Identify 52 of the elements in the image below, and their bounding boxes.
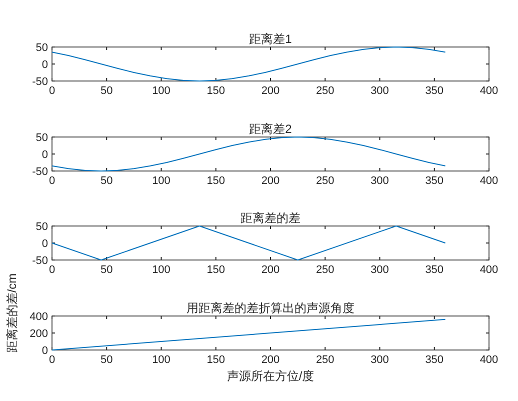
x-tick-label: 250 bbox=[316, 175, 334, 187]
y-axis-title: 距离差的差/cm bbox=[5, 273, 19, 353]
x-tick-label: 100 bbox=[152, 175, 170, 187]
y-tick-label: 50 bbox=[36, 132, 48, 144]
x-tick-label: 200 bbox=[261, 354, 280, 366]
x-tick-label: 100 bbox=[152, 85, 170, 97]
x-tick-label: 150 bbox=[206, 175, 226, 187]
y-tick-label: 50 bbox=[36, 221, 48, 233]
x-tick-label: 300 bbox=[370, 175, 389, 187]
x-tick-label: 400 bbox=[480, 175, 498, 187]
chart-title: 距离差的差 bbox=[240, 211, 300, 225]
y-tick-label: 0 bbox=[42, 238, 48, 250]
y-tick-label: -50 bbox=[32, 166, 48, 178]
x-tick-label: 400 bbox=[480, 264, 498, 276]
y-tick-label: 400 bbox=[30, 311, 48, 323]
y-tick-label: 0 bbox=[42, 149, 48, 161]
chart-title: 距离差2 bbox=[249, 122, 292, 136]
chart-title: 用距离差的差折算出的声源角度 bbox=[186, 301, 354, 315]
x-tick-label: 350 bbox=[425, 175, 444, 187]
x-tick-label: 250 bbox=[316, 85, 334, 97]
x-tick-label: 400 bbox=[480, 85, 498, 97]
x-tick-label: 100 bbox=[152, 264, 170, 276]
x-tick-label: 250 bbox=[316, 354, 334, 366]
x-tick-label: 50 bbox=[100, 354, 113, 366]
x-axis-title: 声源所在方位/度 bbox=[226, 369, 314, 383]
x-tick-label: 250 bbox=[316, 264, 334, 276]
y-tick-label: -50 bbox=[32, 255, 48, 267]
x-tick-label: 100 bbox=[152, 354, 170, 366]
x-tick-label: 200 bbox=[261, 175, 280, 187]
x-tick-label: 150 bbox=[206, 354, 226, 366]
x-tick-label: 150 bbox=[206, 85, 226, 97]
x-tick-label: 200 bbox=[261, 85, 280, 97]
x-tick-label: 350 bbox=[425, 354, 444, 366]
y-tick-label: 50 bbox=[36, 42, 48, 54]
x-tick-label: 50 bbox=[100, 264, 113, 276]
y-tick-label: 0 bbox=[42, 345, 48, 357]
x-tick-label: 300 bbox=[370, 354, 389, 366]
y-tick-label: 200 bbox=[30, 328, 48, 340]
x-tick-label: 300 bbox=[370, 85, 389, 97]
x-tick-label: 350 bbox=[425, 264, 444, 276]
chart-title: 距离差1 bbox=[249, 32, 292, 46]
x-tick-label: 350 bbox=[425, 85, 444, 97]
x-tick-label: 400 bbox=[480, 354, 498, 366]
y-tick-label: -50 bbox=[32, 76, 48, 88]
x-tick-label: 50 bbox=[100, 175, 113, 187]
x-tick-label: 150 bbox=[206, 264, 226, 276]
line-series bbox=[52, 46, 446, 82]
x-tick-label: 200 bbox=[261, 264, 280, 276]
y-tick-label: 0 bbox=[42, 59, 48, 71]
x-tick-label: 50 bbox=[100, 85, 113, 97]
line-series bbox=[52, 136, 446, 172]
x-tick-label: 300 bbox=[370, 264, 389, 276]
